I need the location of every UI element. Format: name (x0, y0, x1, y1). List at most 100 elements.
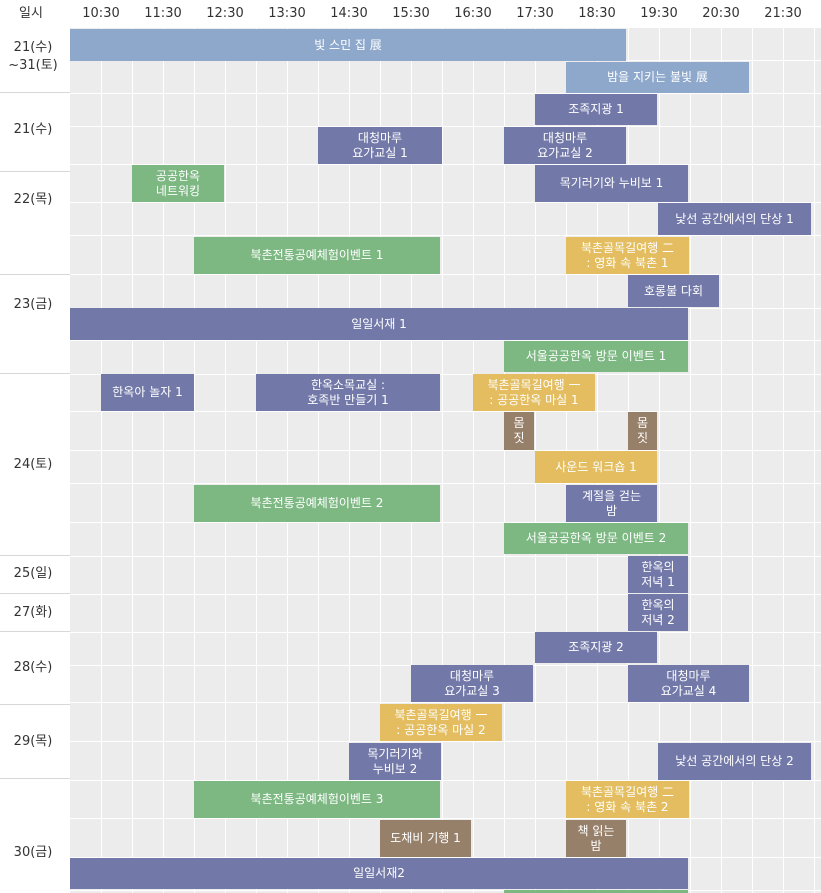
grid-horizontal-line (70, 594, 821, 595)
event-dochaebi-1[interactable]: 도채비 기행 1 (380, 820, 471, 857)
time-header-1030: 10:30 (82, 6, 120, 21)
day-label-23: 23(금) (13, 297, 53, 312)
day-label-22: 22(목) (13, 192, 53, 207)
event-season-walk-night[interactable]: 계절을 걷는 밤 (566, 485, 657, 522)
grid-horizontal-line (70, 235, 821, 236)
event-sound-workshop-1[interactable]: 사운드 워크숍 1 (535, 451, 657, 483)
day-divider (0, 274, 70, 275)
event-momjit-2[interactable]: 몸 짓 (628, 412, 657, 450)
event-yoga-3[interactable]: 대청마루 요가교실 3 (411, 665, 533, 702)
grid-horizontal-line (70, 126, 821, 127)
event-yoga-4[interactable]: 대청마루 요가교실 4 (628, 665, 749, 702)
time-header-1730: 17:30 (516, 6, 554, 21)
grid-vertical-line (752, 28, 753, 893)
grid-horizontal-line (70, 450, 821, 451)
time-header-1430: 14:30 (330, 6, 368, 21)
day-divider (0, 555, 70, 556)
event-seoul-hanok-visit-1[interactable]: 서울공공한옥 방문 이벤트 1 (504, 341, 688, 372)
grid-horizontal-line (70, 374, 821, 375)
grid-vertical-line (318, 28, 319, 893)
event-bukchon-walk-movie-1[interactable]: 북촌골목길여행 二 : 영화 속 북촌 1 (566, 237, 689, 274)
day-label-25: 25(일) (13, 566, 53, 581)
event-mokgireogi-2[interactable]: 목기러기와 누비보 2 (349, 743, 441, 780)
day-divider (0, 92, 70, 93)
grid-vertical-line (256, 28, 257, 893)
day-label-30: 30(금) (13, 845, 53, 860)
grid-vertical-line (101, 28, 102, 893)
event-partial-bottom[interactable] (504, 890, 688, 893)
grid-horizontal-line (70, 274, 821, 275)
event-bukchon-walk-hanok-2[interactable]: 북촌골목길여행 一 : 공공한옥 마실 2 (380, 704, 502, 741)
event-momjit-1[interactable]: 몸 짓 (504, 412, 534, 450)
time-header-2030: 20:30 (702, 6, 740, 21)
grid-vertical-line (225, 28, 226, 893)
event-public-hanok-networking[interactable]: 공공한옥 네트워킹 (132, 165, 224, 202)
event-seoul-hanok-visit-2[interactable]: 서울공공한옥 방문 이벤트 2 (504, 523, 688, 554)
grid-vertical-line (163, 28, 164, 893)
time-header-1830: 18:30 (578, 6, 616, 21)
event-jojokjigwang-1[interactable]: 조족지광 1 (535, 94, 657, 125)
day-label-21: 21(수) (13, 122, 53, 137)
time-header-1330: 13:30 (268, 6, 306, 21)
event-ililseojae-2[interactable]: 일일서재2 (70, 858, 688, 889)
event-yoga-1[interactable]: 대청마루 요가교실 1 (318, 127, 442, 164)
time-header-1630: 16:30 (454, 6, 492, 21)
event-bukchon-craft-3[interactable]: 북촌전통공예체험이벤트 3 (194, 781, 440, 818)
event-bukchon-craft-2[interactable]: 북촌전통공예체험이벤트 2 (194, 485, 440, 522)
day-divider (0, 593, 70, 594)
time-header-1530: 15:30 (392, 6, 430, 21)
grid-horizontal-line (70, 818, 821, 819)
grid-vertical-line (442, 28, 443, 893)
date-column-header: 일시 (19, 6, 43, 21)
event-bitsmin-exhibit[interactable]: 빛 스민 집 展 (70, 29, 626, 61)
grid-horizontal-line (70, 632, 821, 633)
event-yoga-2[interactable]: 대청마루 요가교실 2 (504, 127, 626, 164)
time-header-1230: 12:30 (206, 6, 244, 21)
event-hanok-play-1[interactable]: 한옥아 놀자 1 (101, 374, 194, 411)
day-label-27: 27(화) (13, 605, 53, 620)
day-divider (0, 778, 70, 779)
day-label-21-31: 21(수) ~31(토) (8, 40, 58, 73)
grid-vertical-line (411, 28, 412, 893)
grid-horizontal-line (70, 741, 821, 742)
grid-vertical-line (721, 28, 722, 893)
grid-vertical-line (132, 28, 133, 893)
grid-horizontal-line (70, 93, 821, 94)
event-bamul-exhibit[interactable]: 밤을 지키는 불빛 展 (566, 62, 749, 93)
day-divider (0, 373, 70, 374)
day-label-24: 24(토) (13, 457, 53, 472)
grid-horizontal-line (70, 522, 821, 523)
event-bukchon-craft-1[interactable]: 북촌전통공예체험이벤트 1 (194, 237, 440, 274)
grid-vertical-line (380, 28, 381, 893)
grid-vertical-line (287, 28, 288, 893)
event-bukchon-walk-movie-2[interactable]: 북촌골목길여행 二 : 영화 속 북촌 2 (566, 781, 689, 818)
grid-horizontal-line (70, 890, 821, 891)
event-horongbul-tea[interactable]: 호롱불 다회 (628, 275, 719, 307)
event-natseon-1[interactable]: 낯선 공간에서의 단상 1 (658, 203, 811, 235)
event-bukchon-walk-hanok-1[interactable]: 북촌골목길여행 一 : 공공한옥 마실 1 (473, 374, 595, 411)
event-hanok-evening-2[interactable]: 한옥의 저녁 2 (628, 594, 688, 631)
grid-vertical-line (659, 28, 660, 893)
grid-vertical-line (783, 28, 784, 893)
time-header-1130: 11:30 (144, 6, 182, 21)
grid-vertical-line (504, 28, 505, 893)
day-divider (0, 631, 70, 632)
grid-horizontal-line (70, 702, 821, 703)
event-natseon-2[interactable]: 낯선 공간에서의 단상 2 (658, 743, 811, 780)
grid-horizontal-line (70, 556, 821, 557)
event-jojokjigwang-2[interactable]: 조족지광 2 (535, 632, 657, 663)
event-somok-class-1[interactable]: 한옥소목교실 : 호족반 만들기 1 (256, 374, 440, 411)
day-divider (0, 704, 70, 705)
grid-vertical-line (194, 28, 195, 893)
event-ililseojae-1[interactable]: 일일서재 1 (70, 308, 688, 340)
grid-horizontal-line (70, 164, 821, 165)
grid-vertical-line (473, 28, 474, 893)
schedule-header: 일시 10:30 11:30 12:30 13:30 14:30 15:30 1… (0, 0, 821, 28)
event-book-night[interactable]: 책 읽는 밤 (566, 820, 626, 857)
grid-horizontal-line (70, 340, 821, 341)
grid-horizontal-line (70, 857, 821, 858)
event-mokgireogi-1[interactable]: 목기러기와 누비보 1 (535, 165, 688, 202)
grid-vertical-line (814, 28, 815, 893)
time-header-2130: 21:30 (764, 6, 802, 21)
event-hanok-evening-1[interactable]: 한옥의 저녁 1 (628, 556, 688, 593)
